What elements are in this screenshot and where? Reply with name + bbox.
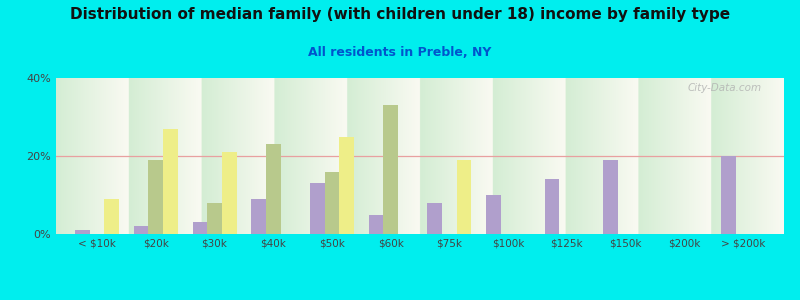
Bar bbox=[457, 160, 471, 234]
Bar bbox=[603, 160, 618, 234]
Legend: Married couple, Male, no wife, Female, no husband: Married couple, Male, no wife, Female, n… bbox=[221, 298, 619, 300]
Bar bbox=[486, 195, 501, 234]
Bar bbox=[721, 156, 735, 234]
Text: City-Data.com: City-Data.com bbox=[688, 83, 762, 93]
Bar bbox=[251, 199, 266, 234]
Bar bbox=[266, 144, 281, 234]
Bar bbox=[383, 105, 398, 234]
Bar bbox=[222, 152, 237, 234]
Bar bbox=[163, 129, 178, 234]
Bar bbox=[310, 183, 325, 234]
Bar bbox=[545, 179, 559, 234]
Bar bbox=[134, 226, 149, 234]
Bar bbox=[427, 203, 442, 234]
Bar bbox=[369, 214, 383, 234]
Bar bbox=[75, 230, 90, 234]
Bar bbox=[207, 203, 222, 234]
Bar bbox=[149, 160, 163, 234]
Bar bbox=[193, 222, 207, 234]
Bar bbox=[325, 172, 339, 234]
Bar bbox=[339, 136, 354, 234]
Text: All residents in Preble, NY: All residents in Preble, NY bbox=[308, 46, 492, 59]
Text: Distribution of median family (with children under 18) income by family type: Distribution of median family (with chil… bbox=[70, 8, 730, 22]
Bar bbox=[105, 199, 119, 234]
